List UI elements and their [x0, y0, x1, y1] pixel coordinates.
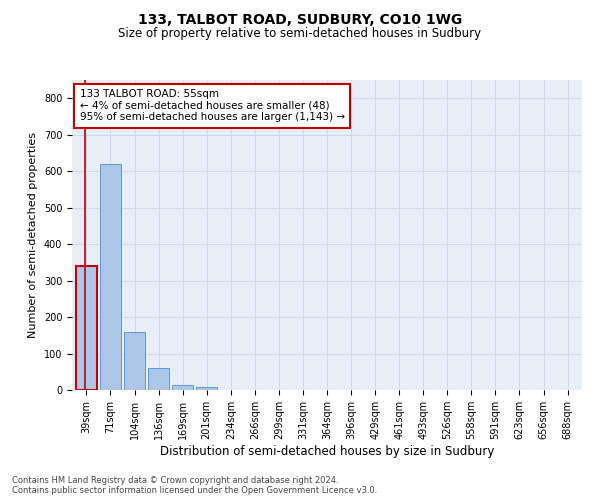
Y-axis label: Number of semi-detached properties: Number of semi-detached properties	[28, 132, 38, 338]
Bar	[76, 266, 97, 390]
X-axis label: Distribution of semi-detached houses by size in Sudbury: Distribution of semi-detached houses by …	[160, 444, 494, 458]
Bar	[124, 332, 145, 390]
Bar	[196, 388, 217, 390]
Bar	[172, 385, 193, 390]
Text: Contains public sector information licensed under the Open Government Licence v3: Contains public sector information licen…	[12, 486, 377, 495]
Text: Contains HM Land Registry data © Crown copyright and database right 2024.: Contains HM Land Registry data © Crown c…	[12, 476, 338, 485]
Text: 133 TALBOT ROAD: 55sqm
← 4% of semi-detached houses are smaller (48)
95% of semi: 133 TALBOT ROAD: 55sqm ← 4% of semi-deta…	[80, 90, 345, 122]
Text: Size of property relative to semi-detached houses in Sudbury: Size of property relative to semi-detach…	[118, 28, 482, 40]
Text: 133, TALBOT ROAD, SUDBURY, CO10 1WG: 133, TALBOT ROAD, SUDBURY, CO10 1WG	[138, 12, 462, 26]
Bar	[100, 164, 121, 390]
Bar	[148, 368, 169, 390]
